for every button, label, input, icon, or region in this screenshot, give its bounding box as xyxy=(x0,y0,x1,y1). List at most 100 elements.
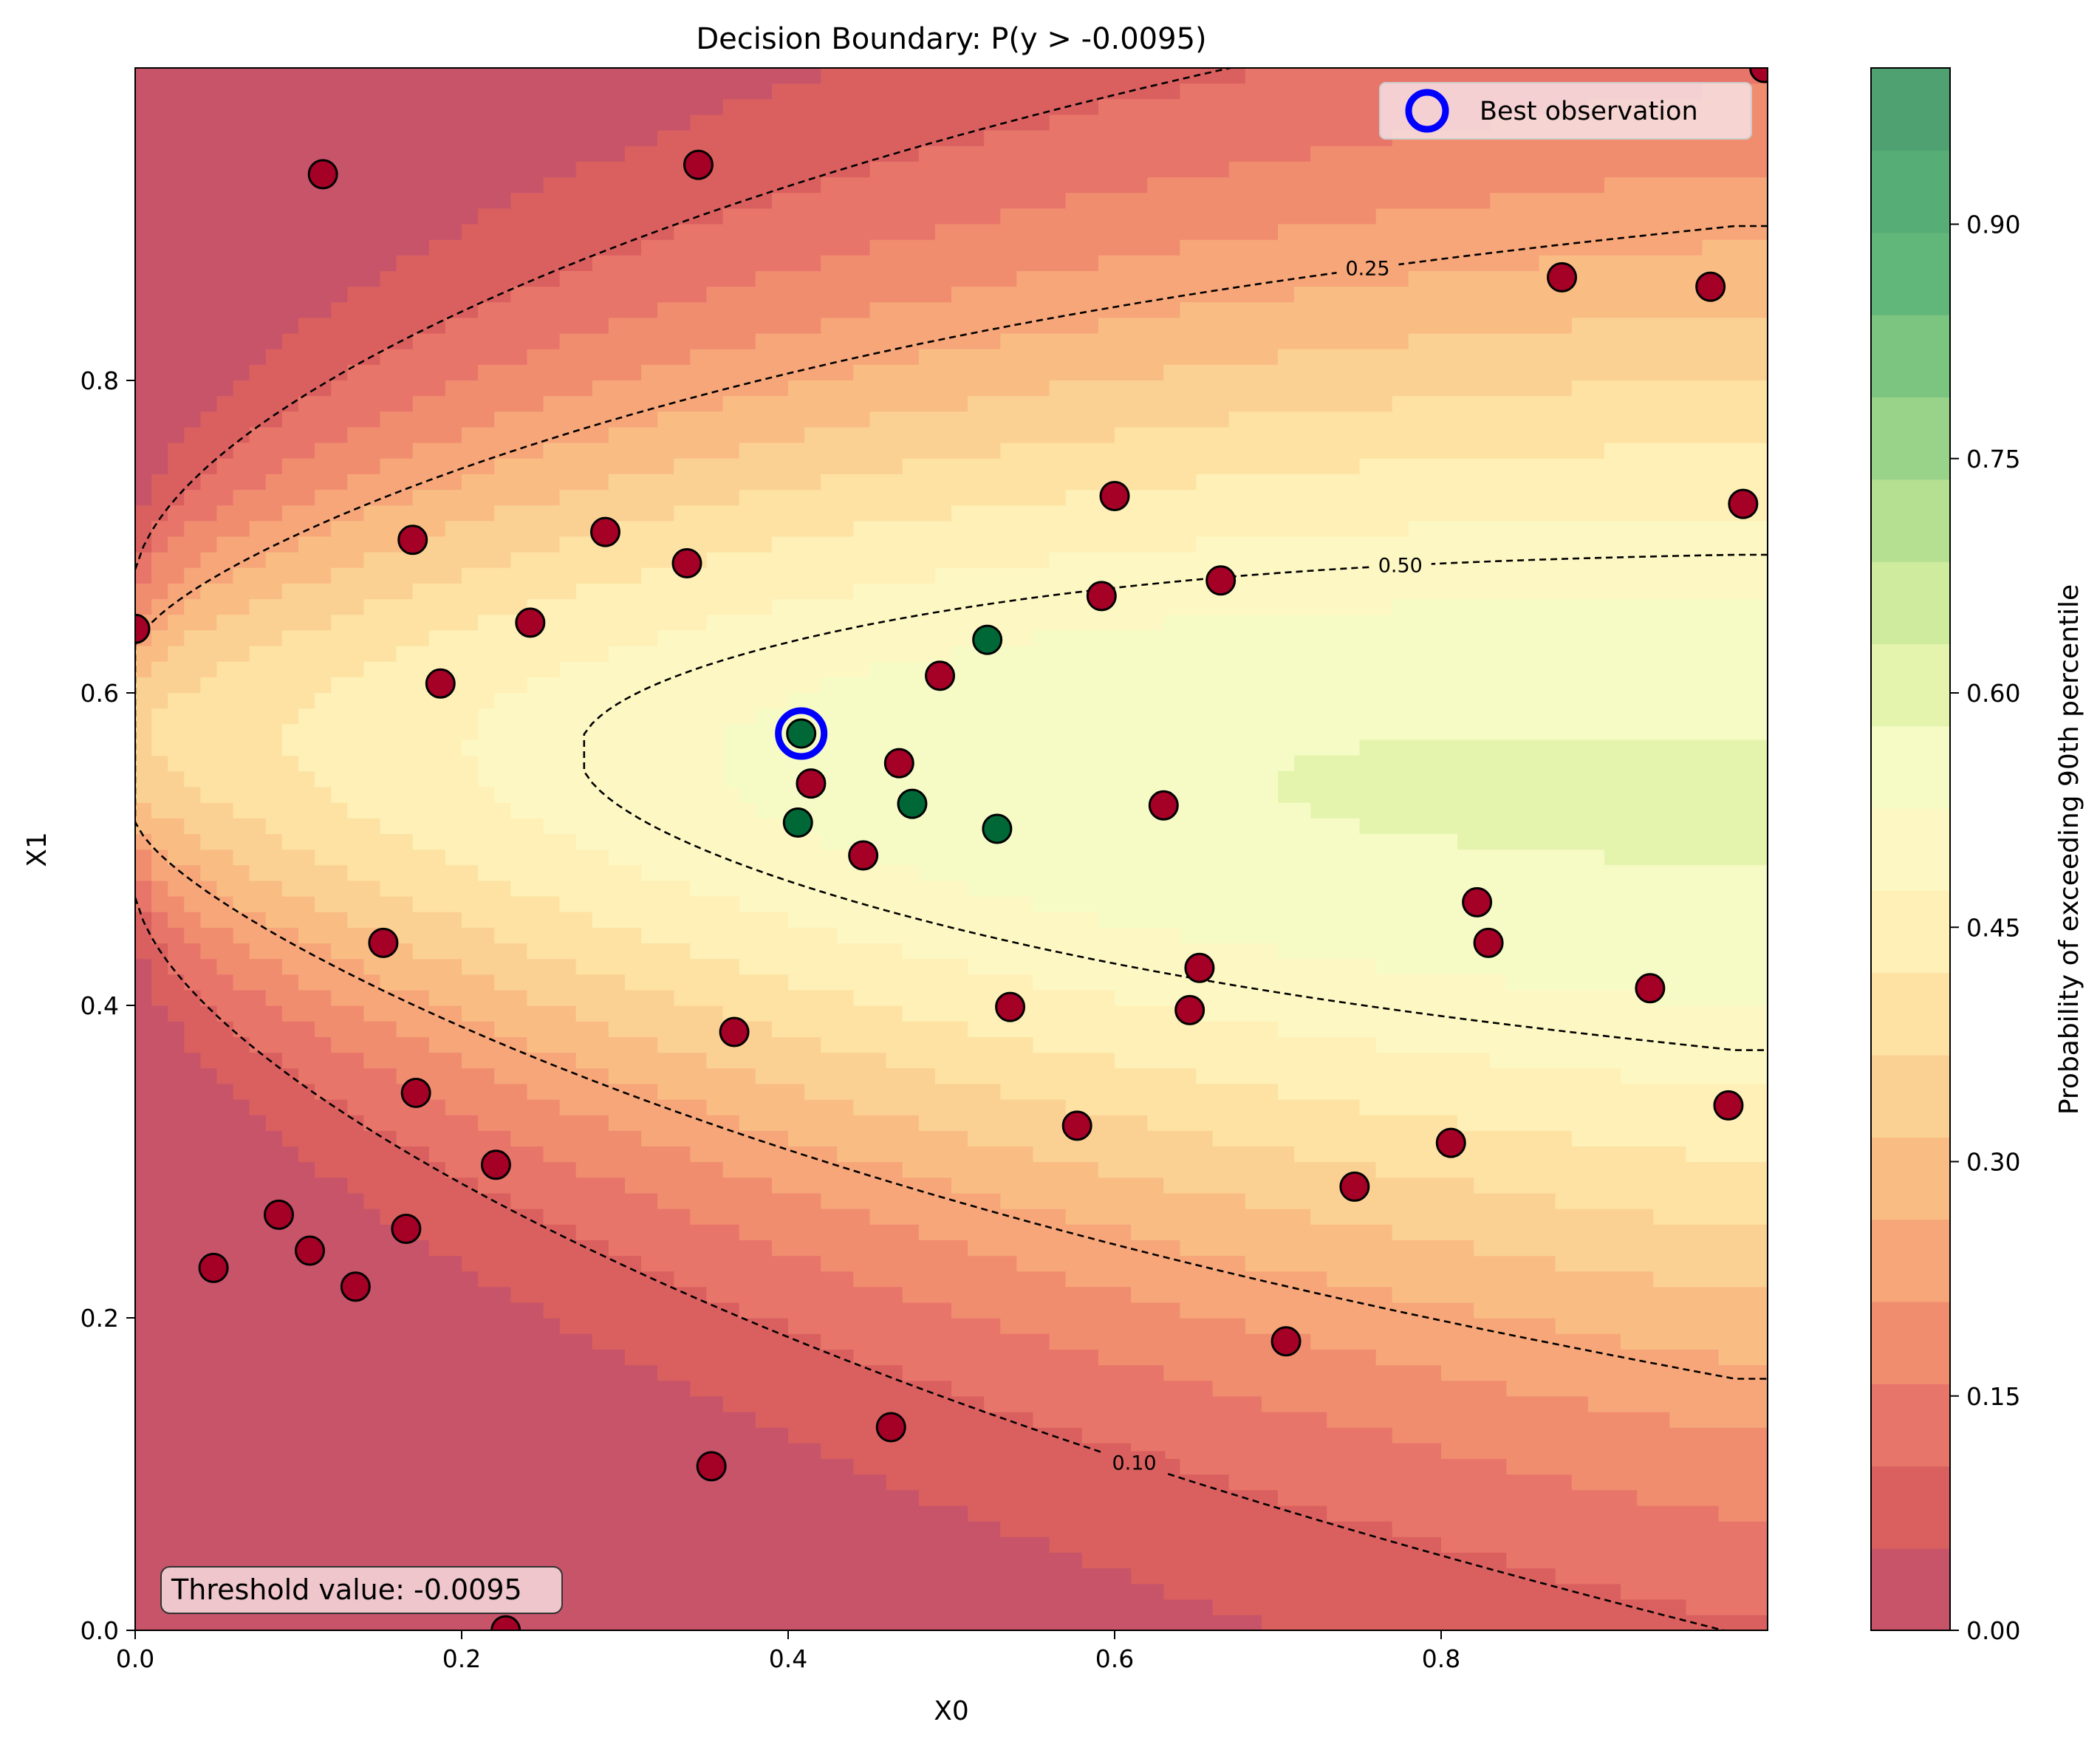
point-below-threshold xyxy=(515,607,546,638)
colorbar-band xyxy=(1871,397,1950,480)
colorbar-band xyxy=(1871,643,1950,727)
contour-line-0.10-upper xyxy=(135,68,1235,570)
contour-line-0.50 xyxy=(583,553,1768,1051)
point-below-threshold xyxy=(1184,952,1215,983)
y-axis-label: X1 xyxy=(22,832,52,867)
colorbar-tick-label: 0.90 xyxy=(1966,211,2020,239)
contour-lines: 0.10 0.25 0.50 0.10 xyxy=(135,27,1768,1630)
point-below-threshold xyxy=(425,668,456,699)
point-below-threshold xyxy=(340,1271,371,1302)
x-axis-ticks: 0.0 0.2 0.4 0.6 0.8 xyxy=(116,1630,1460,1673)
y-tick-label: 0.2 xyxy=(81,1304,119,1333)
point-below-threshold xyxy=(1713,1090,1744,1121)
point-below-threshold xyxy=(198,1252,229,1283)
contour-label-bg-0 xyxy=(1337,27,1399,50)
colorbar-band xyxy=(1871,561,1950,644)
colorbar-band xyxy=(1871,1137,1950,1220)
colorbar-band xyxy=(1871,1548,1950,1631)
point-below-threshold xyxy=(1061,1110,1092,1141)
point-below-threshold xyxy=(796,768,827,799)
point-below-threshold xyxy=(848,840,879,871)
contour-band-6 xyxy=(135,318,1768,1288)
contour-band-10 xyxy=(722,599,1768,1006)
point-below-threshold xyxy=(1205,565,1237,596)
colorbar-band xyxy=(1871,890,1950,974)
point-below-threshold xyxy=(480,1149,511,1180)
point-below-threshold xyxy=(400,1077,431,1108)
colorbar-label: Probability of exceeding 90th percentile xyxy=(2054,584,2084,1115)
contour-label-bg-2 xyxy=(1369,553,1432,578)
contour-label-2: 0.50 xyxy=(1378,554,1423,577)
colorbar-band xyxy=(1871,314,1950,397)
point-below-threshold xyxy=(1728,488,1759,519)
point-below-threshold xyxy=(1547,262,1578,293)
legend-box xyxy=(1379,82,1752,140)
legend-label-best-observation: Best observation xyxy=(1480,97,1698,126)
contour-band-1 xyxy=(135,68,1768,1630)
point-below-threshold xyxy=(1339,1171,1370,1202)
colorbar-band xyxy=(1871,68,1950,151)
point-below-threshold xyxy=(1086,581,1117,612)
contour-band-5 xyxy=(135,239,1768,1366)
contour-label-1: 0.25 xyxy=(1345,258,1389,281)
point-below-threshold xyxy=(1270,1326,1302,1357)
colorbar-tick-label: 0.45 xyxy=(1966,913,2020,942)
contour-band-9 xyxy=(462,521,1768,1084)
x-tick-label: 0.6 xyxy=(1095,1644,1134,1673)
contour-bands xyxy=(135,68,1768,1630)
contour-band-7 xyxy=(151,380,1768,1225)
point-below-threshold xyxy=(1749,68,1768,83)
point-above-threshold xyxy=(982,813,1013,844)
contour-line-0.25 xyxy=(135,225,1768,1380)
point-below-threshold xyxy=(1174,994,1205,1025)
contour-label-bg-1 xyxy=(1336,256,1399,281)
point-below-threshold xyxy=(490,1615,521,1630)
colorbar-bands xyxy=(1871,68,1950,1631)
colorbar-band xyxy=(1871,1301,1950,1384)
colorbar-band xyxy=(1871,725,1950,809)
point-above-threshold xyxy=(897,788,928,819)
point-below-threshold xyxy=(671,547,702,578)
chart-title: Decision Boundary: P(y > -0.0095) xyxy=(696,22,1206,56)
plot-area: 0.10 0.25 0.50 0.10 xyxy=(135,27,1768,1630)
colorbar-tick-label: 0.60 xyxy=(1966,679,2020,708)
point-below-threshold xyxy=(135,613,151,644)
colorbar-band xyxy=(1871,479,1950,562)
contour-line-0.10-lower xyxy=(135,897,1728,1630)
x-tick-label: 0.2 xyxy=(442,1644,481,1673)
x-axis-label: X0 xyxy=(934,1696,969,1726)
colorbar-tick-label: 0.00 xyxy=(1966,1616,2020,1645)
best-observation-marker xyxy=(775,707,828,760)
point-above-threshold xyxy=(786,718,817,749)
point-below-threshold xyxy=(589,516,620,547)
threshold-annotation-text: Threshold value: -0.0095 xyxy=(171,1573,522,1606)
colorbar-tick-label: 0.15 xyxy=(1966,1382,2020,1411)
x-tick-label: 0.0 xyxy=(116,1644,154,1673)
colorbar: 0.00 0.15 0.30 0.45 0.60 0.75 0.90 Probability… xyxy=(1870,67,2084,1645)
legend-marker-best-observation xyxy=(1405,89,1449,133)
colorbar-band xyxy=(1871,807,1950,891)
point-below-threshold xyxy=(875,1412,906,1443)
point-below-threshold xyxy=(307,159,338,190)
x-tick-label: 0.4 xyxy=(769,1644,807,1673)
y-tick-label: 0.8 xyxy=(81,366,119,395)
point-below-threshold xyxy=(1635,973,1666,1004)
contour-label-bg-3 xyxy=(1103,1451,1166,1475)
point-below-threshold xyxy=(995,991,1026,1022)
x-tick-label: 0.8 xyxy=(1422,1644,1460,1673)
contour-label-3: 0.10 xyxy=(1112,1452,1156,1474)
point-below-threshold xyxy=(263,1199,294,1230)
colorbar-tick-label: 0.75 xyxy=(1966,445,2020,474)
point-below-threshold xyxy=(719,1016,750,1047)
colorbar-tick-label: 0.30 xyxy=(1966,1148,2020,1177)
contour-label-0: 0.10 xyxy=(1345,27,1389,50)
colorbar-ticks: 0.00 0.15 0.30 0.45 0.60 0.75 0.90 xyxy=(1950,211,2020,1645)
plot-frame xyxy=(134,67,1768,1631)
point-below-threshold xyxy=(368,927,399,958)
colorbar-band xyxy=(1871,972,1950,1056)
point-below-threshold xyxy=(1695,271,1726,302)
point-above-threshold xyxy=(972,624,1003,655)
colorbar-band xyxy=(1871,1054,1950,1138)
